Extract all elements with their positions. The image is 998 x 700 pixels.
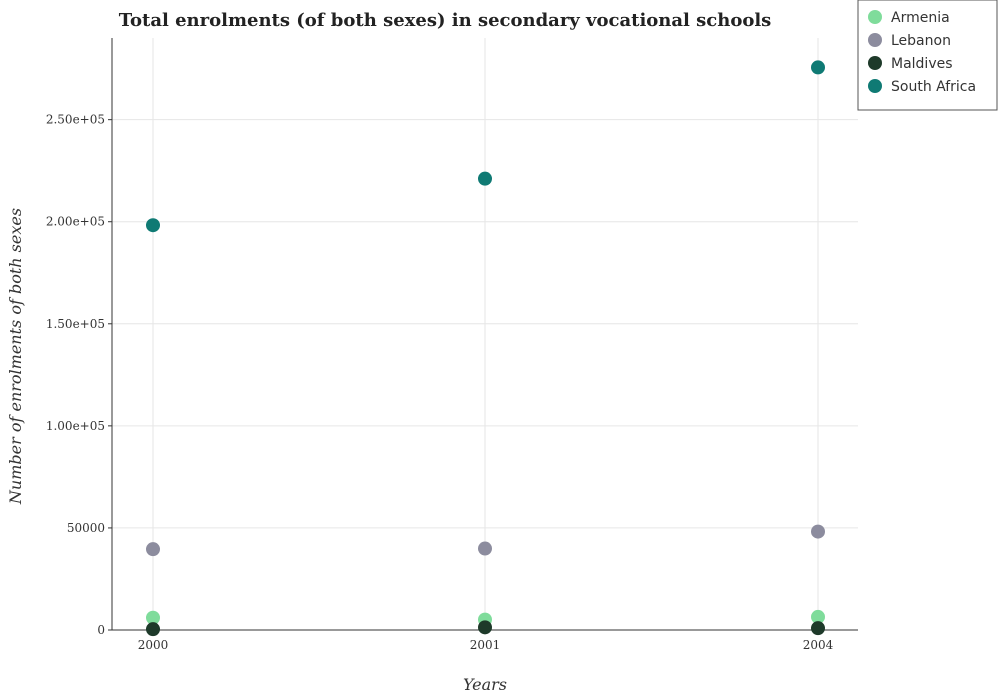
data-point — [146, 218, 160, 233]
legend-label: Lebanon — [891, 33, 951, 49]
y-tick-label: 2.00e+05 — [46, 215, 105, 229]
legend-label: Maldives — [891, 56, 953, 72]
data-point — [478, 620, 492, 635]
data-points — [146, 60, 825, 637]
data-point — [478, 541, 492, 556]
legend-label: South Africa — [891, 79, 976, 95]
x-tick-label: 2004 — [803, 638, 834, 652]
legend-label: Armenia — [891, 10, 950, 26]
data-point — [811, 524, 825, 539]
y-tick-label: 50000 — [67, 521, 105, 535]
chart-title: Total enrolments (of both sexes) in seco… — [119, 10, 772, 31]
data-point — [146, 542, 160, 557]
y-tick-label: 0 — [97, 623, 105, 637]
legend-marker — [868, 79, 882, 93]
data-point — [146, 622, 160, 637]
data-point — [811, 609, 825, 624]
x-tick-label: 2001 — [470, 638, 501, 652]
x-tick-label: 2000 — [138, 638, 169, 652]
x-axis-label: Years — [463, 675, 507, 694]
data-point — [811, 60, 825, 75]
tick-labels: 0 50000 1.00e+05 1.50e+05 2.00e+05 2.50e+05 20… — [46, 113, 834, 652]
y-tick-label: 1.00e+05 — [46, 419, 105, 433]
data-point — [146, 610, 160, 625]
y-tick-label: 1.50e+05 — [46, 317, 105, 331]
legend-marker — [868, 33, 882, 47]
legend-marker — [868, 56, 882, 70]
grid — [112, 38, 858, 631]
legend-marker — [868, 10, 882, 24]
y-axis-label: Number of enrolments of both sexes — [6, 208, 25, 505]
data-point — [478, 171, 492, 186]
y-tick-label: 2.50e+05 — [46, 113, 105, 127]
data-point — [811, 621, 825, 636]
legend: Armenia Lebanon Maldives South Africa — [857, 0, 998, 111]
